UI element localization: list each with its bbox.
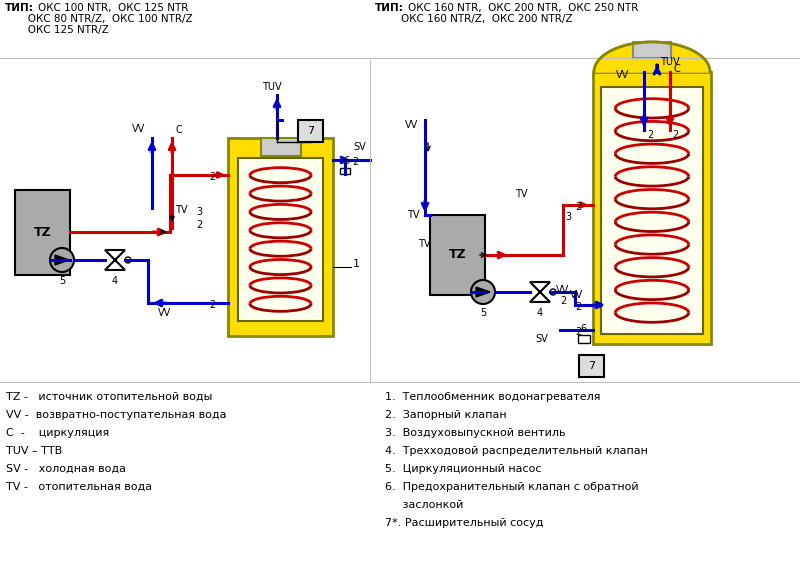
Bar	[578, 335, 590, 343]
Circle shape	[50, 248, 74, 272]
Bar	[228, 138, 333, 336]
Text: 2: 2	[647, 130, 654, 140]
Text: 4: 4	[537, 308, 543, 318]
Text: TV: TV	[175, 205, 187, 215]
Text: VV: VV	[556, 285, 570, 295]
Bar	[238, 158, 323, 321]
Text: SV: SV	[353, 142, 366, 152]
Bar	[579, 355, 604, 377]
Text: 6.  Предохранительный клапан с обратной: 6. Предохранительный клапан с обратной	[385, 482, 638, 492]
Text: 5: 5	[480, 308, 486, 318]
Text: 5.  Циркуляционный насос: 5. Циркуляционный насос	[385, 464, 542, 474]
Polygon shape	[530, 282, 550, 302]
Text: ТИП:: ТИП:	[5, 3, 34, 13]
Text: ОКС 160 NTR,  ОКС 200 NTR,  ОКС 250 NTR: ОКС 160 NTR, ОКС 200 NTR, ОКС 250 NTR	[408, 3, 638, 13]
Text: ОКС 125 NTR/Z: ОКС 125 NTR/Z	[5, 25, 109, 35]
Circle shape	[125, 257, 131, 263]
Text: 6: 6	[343, 156, 349, 166]
Text: 4: 4	[112, 276, 118, 286]
Text: 2: 2	[210, 172, 216, 182]
Text: TUV – ТТВ: TUV – ТТВ	[6, 446, 62, 456]
Text: ОКС 80 NTR/Z,  ОКС 100 NTR/Z: ОКС 80 NTR/Z, ОКС 100 NTR/Z	[5, 14, 193, 24]
Text: 6: 6	[580, 324, 586, 334]
Text: VV: VV	[158, 308, 172, 318]
Text: 2: 2	[672, 130, 678, 140]
Polygon shape	[476, 287, 490, 297]
Text: C: C	[673, 64, 680, 74]
Text: 2: 2	[352, 157, 358, 167]
Text: ОКС 160 NTR/Z,  ОКС 200 NTR/Z: ОКС 160 NTR/Z, ОКС 200 NTR/Z	[375, 14, 573, 24]
Bar	[15, 190, 70, 275]
Text: 1: 1	[353, 259, 360, 268]
Bar	[633, 42, 671, 58]
Text: TV: TV	[418, 239, 430, 249]
Text: 2: 2	[210, 300, 216, 310]
Text: 7: 7	[588, 361, 595, 371]
Text: TV: TV	[407, 210, 419, 220]
Text: VV: VV	[570, 290, 583, 300]
Text: 7*. Расширительный сосуд: 7*. Расширительный сосуд	[385, 518, 543, 528]
Text: TZ: TZ	[34, 226, 51, 239]
Polygon shape	[594, 42, 710, 72]
Bar	[593, 72, 711, 344]
Polygon shape	[55, 255, 69, 265]
Text: C: C	[175, 125, 182, 135]
Bar	[298, 120, 323, 142]
Text: 2.  Запорный клапан: 2. Запорный клапан	[385, 410, 506, 420]
Text: C  -    циркуляция: C - циркуляция	[6, 428, 110, 438]
Text: 2: 2	[574, 327, 581, 337]
Bar	[430, 215, 485, 295]
Text: VV: VV	[132, 124, 146, 134]
Text: заслонкой: заслонкой	[385, 500, 463, 510]
Bar	[340, 168, 350, 174]
Bar	[601, 87, 703, 334]
Text: 3: 3	[196, 207, 202, 217]
Text: 2: 2	[196, 220, 202, 230]
Circle shape	[471, 280, 495, 304]
Text: 3: 3	[565, 212, 571, 222]
Text: 1.  Теплообменник водонагревателя: 1. Теплообменник водонагревателя	[385, 392, 601, 402]
Text: ТИП:: ТИП:	[375, 3, 404, 13]
Text: SV -   холодная вода: SV - холодная вода	[6, 464, 126, 474]
Text: 5: 5	[59, 276, 65, 286]
Text: 2: 2	[574, 202, 581, 212]
Text: TV: TV	[515, 189, 527, 199]
Text: ОКС 100 NTR,  ОКС 125 NTR: ОКС 100 NTR, ОКС 125 NTR	[38, 3, 188, 13]
Text: TV -   отопительная вода: TV - отопительная вода	[6, 482, 152, 492]
Text: TZ: TZ	[449, 249, 466, 262]
Text: 2: 2	[560, 296, 566, 306]
Polygon shape	[105, 250, 125, 270]
Text: VV -  возвратно-поступательная вода: VV - возвратно-поступательная вода	[6, 410, 226, 420]
Text: 4.  Трехходовой распределительный клапан: 4. Трехходовой распределительный клапан	[385, 446, 648, 456]
Bar	[261, 138, 301, 156]
Text: TUV: TUV	[660, 57, 680, 67]
Text: VV: VV	[405, 120, 418, 130]
Text: 3.  Воздуховыпускной вентиль: 3. Воздуховыпускной вентиль	[385, 428, 566, 438]
Text: 2: 2	[574, 302, 581, 312]
Text: VV: VV	[616, 70, 630, 80]
Text: TZ -   источник отопительной воды: TZ - источник отопительной воды	[6, 392, 212, 402]
Text: TUV: TUV	[262, 82, 282, 92]
Circle shape	[550, 289, 556, 295]
Text: 7: 7	[307, 126, 314, 136]
Text: SV: SV	[535, 334, 548, 344]
